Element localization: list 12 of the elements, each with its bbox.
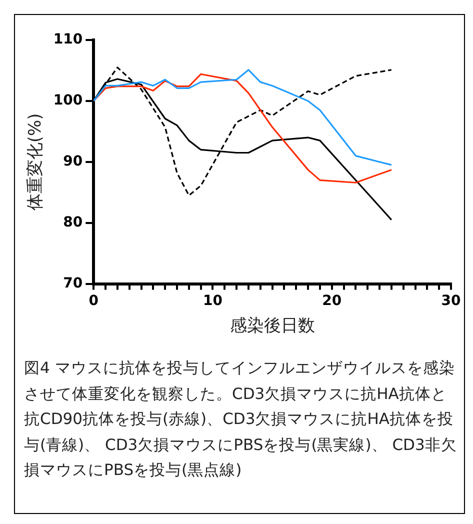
x-tick-label: 10 (203, 292, 223, 309)
y-axis-title: 体重変化(%) (26, 113, 46, 211)
x-tick-label: 0 (88, 292, 99, 309)
y-tick-label: 90 (63, 154, 83, 170)
y-tick-label: 110 (53, 32, 83, 48)
y-tick-label: 80 (63, 214, 83, 230)
x-tick-label: 20 (322, 292, 342, 309)
y-tick-label: 100 (53, 92, 83, 109)
x-tick-label: 30 (441, 292, 461, 309)
caption: 図4 マウスに抗体を投与してインフルエンザウイルスを感染させて体重変化を観察した。CD3欠損マウスに抗HA抗体と抗CD90抗体を投与(赤線)、CD3欠損マウスに抗HA抗体を投与(青線)、 CD3欠損マウスにPBSを投与(黒実線)、 CD3非欠損マウスにPBSを投与(黒点線) (24, 358, 458, 481)
y-tick-label: 70 (63, 275, 83, 292)
x-axis-title: 感染後日数 (230, 316, 315, 336)
